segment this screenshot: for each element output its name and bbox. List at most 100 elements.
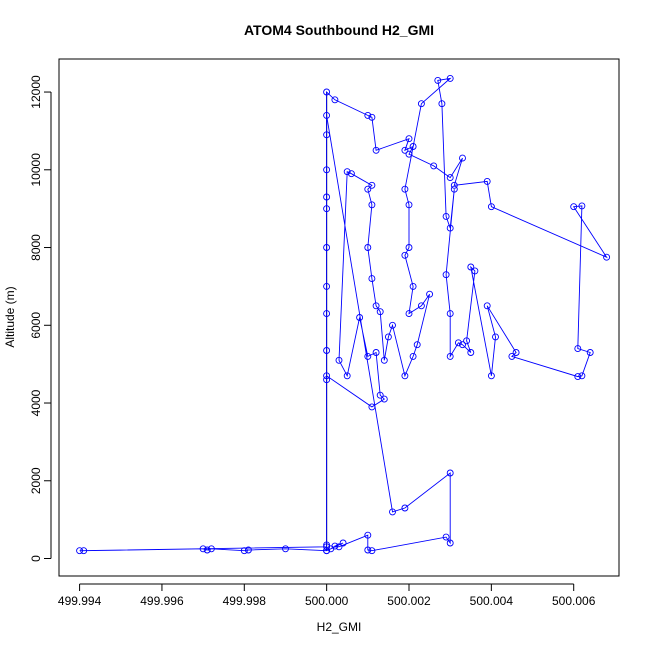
y-tick-label: 2000: [29, 467, 43, 494]
data-point: [586, 349, 594, 356]
y-axis-label: Altitude (m): [3, 286, 17, 347]
data-point: [380, 395, 388, 403]
data-point: [603, 253, 611, 261]
x-tick-label: 500.000: [305, 594, 349, 608]
data-point: [467, 263, 475, 271]
y-tick-label: 12000: [29, 75, 43, 109]
data-point: [570, 203, 578, 211]
data-point: [372, 146, 380, 154]
data-point: [368, 403, 376, 411]
data-point: [323, 347, 331, 354]
data-point: [335, 543, 343, 551]
data-point: [446, 174, 454, 182]
data-point: [578, 202, 586, 210]
data-point: [335, 356, 343, 364]
data-point: [339, 539, 347, 547]
series-line: [79, 77, 608, 552]
data-point: [450, 185, 458, 193]
data-point: [446, 310, 454, 318]
data-point: [413, 341, 421, 349]
data-point: [471, 267, 479, 275]
y-tick-label: 0: [29, 555, 43, 562]
data-point: [442, 271, 450, 279]
data-point: [323, 193, 331, 201]
data-point: [323, 543, 331, 551]
data-point: [417, 302, 425, 310]
data-point: [323, 541, 331, 549]
data-point: [327, 545, 335, 553]
data-point: [323, 310, 331, 318]
data-point: [512, 349, 520, 356]
data-point: [372, 349, 380, 356]
data-point: [578, 372, 586, 380]
data-point: [426, 290, 434, 298]
data-point: [405, 244, 413, 251]
x-tick-label: 499.994: [58, 594, 102, 608]
data-point: [459, 341, 466, 349]
x-tick-label: 500.006: [552, 594, 596, 608]
data-point: [430, 162, 438, 170]
data-point: [331, 96, 339, 104]
data-point: [323, 88, 331, 96]
y-tick-label: 6000: [29, 312, 43, 339]
x-tick-label: 499.998: [223, 594, 267, 608]
data-point: [446, 224, 454, 232]
data-point: [323, 131, 331, 139]
data-point: [203, 546, 211, 554]
data-point: [417, 100, 425, 108]
data-point: [487, 372, 495, 380]
x-tick-label: 500.002: [387, 594, 431, 608]
data-point: [380, 356, 388, 364]
data-point: [454, 339, 462, 347]
data-point: [343, 372, 351, 380]
data-point: [508, 352, 516, 360]
data-point: [459, 154, 466, 162]
data-point: [368, 113, 376, 121]
data-point: [364, 111, 372, 119]
data-point: [364, 352, 372, 360]
data-point: [409, 352, 417, 360]
y-tick-label: 8000: [29, 234, 43, 261]
data-point: [446, 352, 454, 360]
data-point: [343, 168, 351, 176]
data-point: [401, 185, 409, 193]
data-point: [446, 74, 454, 82]
data-point: [364, 546, 372, 554]
data-point: [463, 337, 471, 345]
data-point: [401, 372, 409, 380]
data-point: [409, 282, 417, 290]
data-point: [450, 181, 458, 189]
data-point: [405, 150, 413, 158]
x-tick-label: 500.004: [470, 594, 514, 608]
data-point: [347, 170, 355, 178]
data-point: [323, 205, 331, 213]
data-point: [323, 376, 331, 384]
data-point: [405, 201, 413, 209]
data-point: [401, 251, 409, 259]
data-point: [405, 310, 413, 318]
data-point: [442, 533, 450, 541]
chart-title: ATOM4 Southbound H2_GMI: [244, 22, 434, 38]
data-point: [207, 545, 215, 553]
y-tick-label: 4000: [29, 389, 43, 416]
data-point: [364, 244, 372, 251]
data-point: [438, 100, 446, 108]
data-point: [574, 345, 582, 353]
data-point: [356, 314, 364, 321]
data-point: [80, 547, 88, 555]
data-point: [376, 308, 384, 316]
data-point: [368, 181, 376, 189]
data-point: [376, 391, 384, 399]
plot-frame: [58, 58, 620, 577]
data-point: [574, 373, 582, 381]
data-point: [467, 349, 475, 356]
data-point: [487, 203, 495, 211]
data-point: [323, 372, 331, 380]
data-point: [323, 282, 331, 290]
data-point: [384, 333, 392, 341]
data-point: [368, 201, 376, 209]
data-point: [240, 547, 248, 555]
y-tick-label: 10000: [29, 153, 43, 187]
